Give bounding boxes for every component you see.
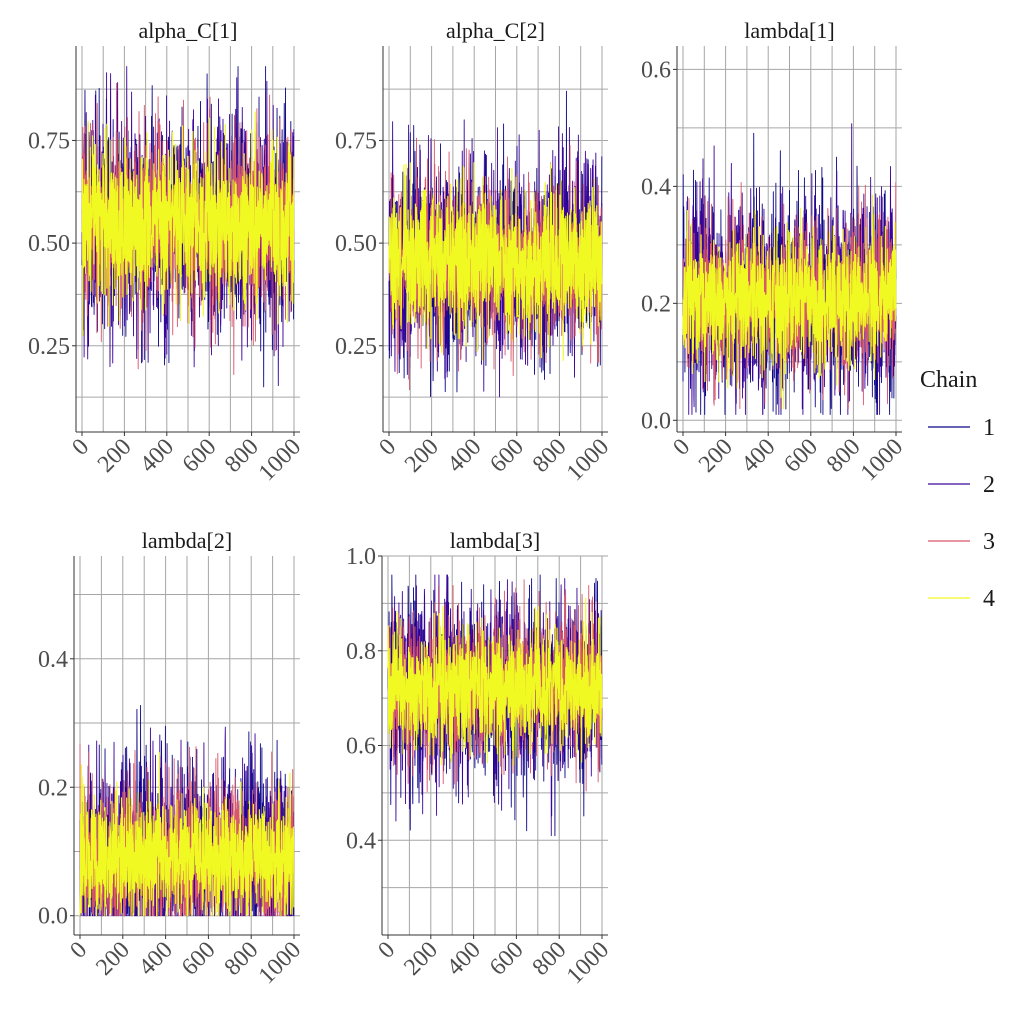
x-tick-label: 0	[67, 434, 94, 461]
series-line-chain-4	[79, 752, 295, 917]
series-line-chain-4	[388, 162, 603, 362]
x-tick-label: 600	[779, 434, 823, 478]
series-line-chain-4	[682, 194, 897, 410]
x-tick-label: 400	[134, 937, 178, 981]
y-tick-label: 0.50	[335, 231, 377, 257]
x-tick-label: 200	[399, 937, 443, 981]
legend-title: Chain	[920, 367, 977, 393]
y-tick-label: 0.8	[346, 639, 376, 665]
x-tick-label: 200	[400, 434, 444, 478]
y-tick-label: 0.4	[346, 828, 376, 854]
y-tick-label: 0.25	[335, 334, 377, 360]
series-line-chain-3	[79, 743, 295, 917]
x-tick-label: 0	[65, 937, 92, 964]
x-tick-label: 600	[177, 937, 221, 981]
y-tick-label: 0.50	[28, 231, 70, 257]
y-tick-label: 0.75	[335, 128, 377, 154]
y-tick-label: 0.75	[28, 128, 70, 154]
x-tick-label: 400	[135, 434, 179, 478]
x-tick-label: 1000	[856, 434, 908, 486]
panel-title: alpha_C[1]	[139, 18, 238, 43]
x-tick-label: 200	[694, 434, 738, 478]
y-tick-label: 0.6	[641, 57, 671, 83]
x-tick-label: 600	[485, 434, 529, 478]
y-tick-label: 0.2	[38, 775, 68, 801]
panel-title: alpha_C[2]	[446, 18, 545, 43]
y-tick-label: 0.6	[346, 734, 376, 760]
x-tick-label: 1000	[562, 937, 614, 989]
x-tick-label: 1000	[254, 434, 306, 486]
x-tick-label: 600	[485, 937, 529, 981]
x-tick-label: 0	[374, 434, 401, 461]
y-tick-label: 0.4	[38, 647, 68, 673]
y-tick-label: 0.0	[641, 408, 671, 434]
panel-title: lambda[2]	[142, 528, 232, 553]
x-tick-label: 1000	[254, 937, 306, 989]
x-tick-label: 0	[668, 434, 695, 461]
x-tick-label: 400	[443, 434, 487, 478]
x-tick-label: 600	[178, 434, 222, 478]
x-tick-label: 200	[91, 937, 135, 981]
x-tick-label: 200	[93, 434, 137, 478]
y-tick-label: 0.25	[28, 334, 70, 360]
series-line-chain-4	[81, 111, 295, 337]
legend-label-chain-1: 1	[983, 415, 995, 441]
legend-label-chain-3: 3	[983, 529, 995, 555]
y-tick-label: 0.2	[641, 291, 671, 317]
x-tick-label: 1000	[562, 434, 614, 486]
y-tick-label: 0.4	[641, 174, 671, 200]
x-tick-label: 0	[373, 937, 400, 964]
x-tick-label: 400	[737, 434, 781, 478]
y-tick-label: 1.0	[346, 544, 376, 570]
y-tick-label: 0.0	[38, 904, 68, 930]
panel-title: lambda[3]	[450, 528, 540, 553]
legend-label-chain-2: 2	[983, 472, 995, 498]
panel-title: lambda[1]	[744, 18, 834, 43]
series-line-chain-4	[387, 597, 603, 766]
legend-label-chain-4: 4	[983, 586, 995, 612]
x-tick-label: 400	[442, 937, 486, 981]
